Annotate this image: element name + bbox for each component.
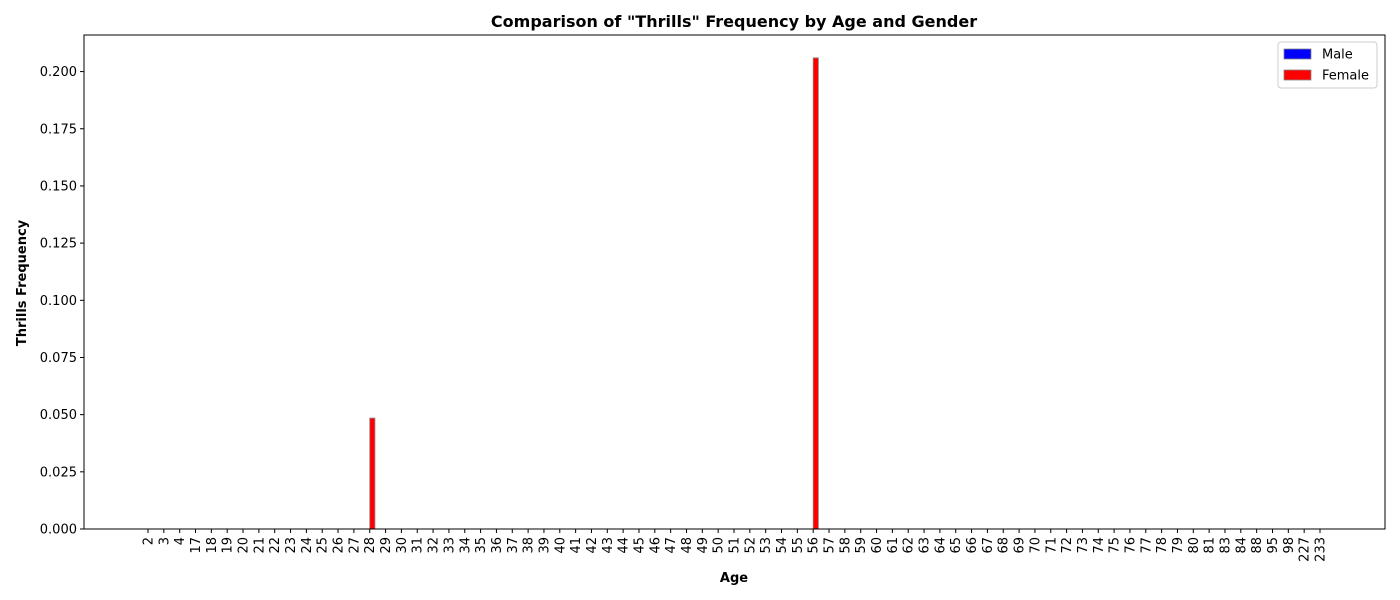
- chart-title: Comparison of "Thrills" Frequency by Age…: [491, 12, 977, 31]
- x-tick-label: 33: [442, 537, 457, 554]
- x-tick-label: 233: [1314, 537, 1329, 562]
- x-tick-label: 78: [1155, 537, 1170, 554]
- x-tick-label: 98: [1282, 537, 1297, 554]
- x-tick-label: 2: [142, 537, 157, 545]
- x-tick-label: 44: [617, 537, 632, 554]
- x-tick-label: 70: [1028, 537, 1043, 554]
- x-tick-label: 59: [854, 537, 869, 554]
- x-tick-label: 39: [537, 537, 552, 554]
- y-tick-label: 0.125: [40, 237, 77, 252]
- x-ticks: 2 3 4 17 18 19 20 21 22 23 24 25 26 27 28 29 30 31 32 33 34 3…: [142, 529, 1329, 562]
- x-tick-label: 53: [759, 537, 774, 554]
- x-tick-label: 76: [1123, 537, 1138, 554]
- y-tick-label: 0.200: [40, 65, 77, 80]
- bars-layer: [369, 57, 819, 530]
- x-tick-label: 74: [1092, 537, 1107, 554]
- x-tick-label: 72: [1060, 537, 1075, 554]
- x-tick-label: 21: [252, 537, 267, 554]
- x-tick-label: 20: [237, 537, 252, 554]
- x-tick-label: 3: [157, 537, 172, 545]
- legend-label-male: Male: [1322, 48, 1353, 63]
- y-tick-label: 0.000: [40, 523, 77, 538]
- x-tick-label: 18: [205, 537, 220, 554]
- x-tick-label: 95: [1266, 537, 1281, 554]
- y-ticks: 0.000 0.025 0.050 0.075 0.100 0.125 0.150 0.175…: [40, 65, 84, 538]
- x-tick-label: 77: [1139, 537, 1154, 554]
- x-tick-label: 88: [1250, 537, 1265, 554]
- bar-female-56: [812, 57, 819, 530]
- x-tick-label: 56: [807, 537, 822, 554]
- x-tick-label: 60: [870, 537, 885, 554]
- x-tick-label: 27: [347, 537, 362, 554]
- y-tick-label: 0.075: [40, 351, 77, 366]
- x-tick-label: 48: [680, 537, 695, 554]
- x-tick-label: 227: [1298, 537, 1313, 562]
- x-tick-label: 50: [712, 537, 727, 554]
- x-tick-label: 17: [189, 537, 204, 554]
- x-tick-label: 67: [981, 537, 996, 554]
- x-tick-label: 80: [1187, 537, 1202, 554]
- x-tick-label: 69: [1013, 537, 1028, 554]
- x-tick-label: 22: [268, 537, 283, 554]
- x-tick-label: 66: [965, 537, 980, 554]
- x-tick-label: 65: [949, 537, 964, 554]
- x-tick-label: 26: [332, 537, 347, 554]
- y-tick-label: 0.025: [40, 465, 77, 480]
- plot-frame: [83, 34, 1386, 530]
- x-tick-label: 32: [427, 537, 442, 554]
- x-tick-label: 42: [585, 537, 600, 554]
- x-tick-label: 79: [1171, 537, 1186, 554]
- x-tick-label: 24: [300, 537, 315, 554]
- x-axis-label: Age: [720, 571, 748, 586]
- x-tick-label: 40: [553, 537, 568, 554]
- y-tick-label: 0.050: [40, 408, 77, 423]
- x-tick-label: 30: [395, 537, 410, 554]
- x-tick-label: 43: [601, 537, 616, 554]
- x-tick-label: 64: [933, 537, 948, 554]
- legend-label-female: Female: [1322, 69, 1369, 84]
- x-tick-label: 46: [648, 537, 663, 554]
- x-tick-label: 83: [1218, 537, 1233, 554]
- x-tick-label: 81: [1203, 537, 1218, 554]
- x-tick-label: 51: [728, 537, 743, 554]
- x-tick-label: 57: [823, 537, 838, 554]
- x-tick-label: 58: [838, 537, 853, 554]
- x-tick-label: 52: [743, 537, 758, 554]
- legend-swatch-male: [1283, 48, 1312, 60]
- bar-female-28: [369, 417, 376, 530]
- x-tick-label: 31: [411, 537, 426, 554]
- x-tick-label: 62: [902, 537, 917, 554]
- y-tick-label: 0.100: [40, 294, 77, 309]
- legend: Male Female: [1277, 41, 1378, 89]
- x-tick-label: 37: [506, 537, 521, 554]
- x-tick-label: 35: [474, 537, 489, 554]
- legend-swatch-female: [1283, 69, 1312, 81]
- x-tick-label: 36: [490, 537, 505, 554]
- x-tick-label: 41: [569, 537, 584, 554]
- x-tick-label: 75: [1108, 537, 1123, 554]
- x-tick-label: 34: [458, 537, 473, 554]
- x-tick-label: 28: [363, 537, 378, 554]
- x-tick-label: 4: [173, 537, 188, 545]
- x-tick-label: 23: [284, 537, 299, 554]
- y-tick-label: 0.175: [40, 122, 77, 137]
- x-tick-label: 55: [791, 537, 806, 554]
- x-tick-label: 73: [1076, 537, 1091, 554]
- x-tick-label: 84: [1234, 537, 1249, 554]
- x-tick-label: 45: [632, 537, 647, 554]
- x-tick-label: 25: [316, 537, 331, 554]
- y-axis-label: Thrills Frequency: [15, 219, 30, 346]
- x-tick-label: 47: [664, 537, 679, 554]
- y-tick-label: 0.150: [40, 179, 77, 194]
- x-tick-label: 38: [522, 537, 537, 554]
- x-tick-label: 49: [696, 537, 711, 554]
- x-tick-label: 61: [886, 537, 901, 554]
- x-tick-label: 54: [775, 537, 790, 554]
- x-tick-label: 29: [379, 537, 394, 554]
- x-tick-label: 19: [221, 537, 236, 554]
- x-tick-label: 63: [918, 537, 933, 554]
- x-tick-label: 68: [997, 537, 1012, 554]
- x-tick-label: 71: [1044, 537, 1059, 554]
